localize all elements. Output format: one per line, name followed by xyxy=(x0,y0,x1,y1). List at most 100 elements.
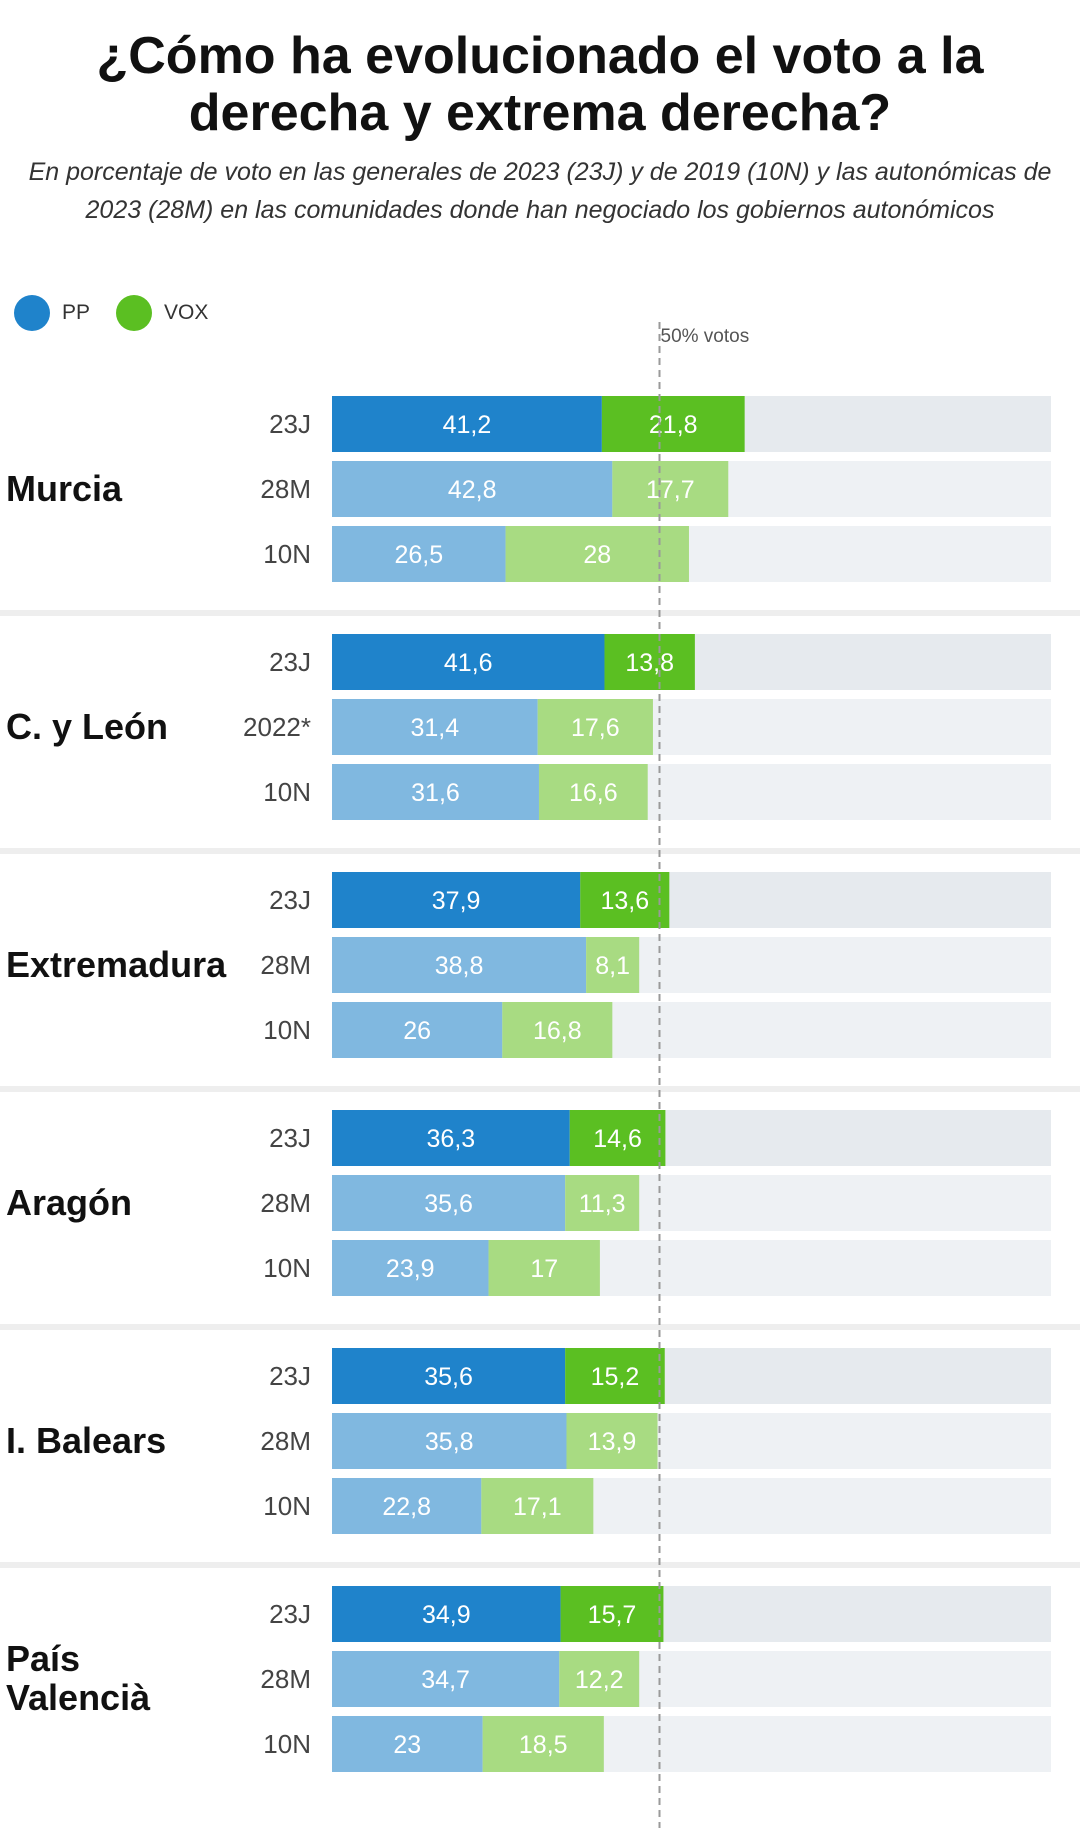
bar-value-pp: 31,6 xyxy=(411,779,460,807)
bar-value-vox: 17,7 xyxy=(646,476,695,504)
bar-vox xyxy=(560,1586,664,1642)
bar-value-pp: 38,8 xyxy=(435,952,484,980)
group-separator xyxy=(0,848,1080,854)
region-label: I. Balears xyxy=(6,1420,166,1461)
bar-value-vox: 15,7 xyxy=(588,1601,637,1629)
bar-value-pp: 37,9 xyxy=(432,887,481,915)
row-label: 23J xyxy=(269,647,311,677)
bar-vox xyxy=(481,1478,594,1534)
bar-value-vox: 8,1 xyxy=(595,952,630,980)
row-label: 28M xyxy=(260,950,311,980)
bar-value-pp: 26,5 xyxy=(394,541,443,569)
row-label: 23J xyxy=(269,1361,311,1391)
bar-value-vox: 18,5 xyxy=(519,1731,568,1759)
bar-vox xyxy=(482,1716,604,1772)
row-label: 28M xyxy=(260,474,311,504)
bar-value-pp: 22,8 xyxy=(382,1493,431,1521)
region-label: Aragón xyxy=(6,1182,132,1223)
bar-value-vox: 21,8 xyxy=(649,411,698,439)
bar-value-pp: 23,9 xyxy=(386,1255,435,1283)
bar-value-pp: 42,8 xyxy=(448,476,497,504)
row-label: 23J xyxy=(269,1599,311,1629)
region-label: Murcia xyxy=(6,468,123,509)
row-label: 10N xyxy=(263,1729,311,1759)
chart-title: ¿Cómo ha evolucionado el voto a la derec… xyxy=(96,27,984,142)
bar-value-vox: 28 xyxy=(583,541,611,569)
bar-pp xyxy=(332,872,581,928)
bar-value-vox: 12,2 xyxy=(575,1666,624,1694)
bar-value-pp: 26 xyxy=(403,1017,431,1045)
row-label: 10N xyxy=(263,1253,311,1283)
legend-swatch-pp xyxy=(14,295,50,331)
bar-vox xyxy=(612,461,729,517)
bar-pp xyxy=(332,1716,483,1772)
bar-value-vox: 17,1 xyxy=(513,1493,562,1521)
row-label: 28M xyxy=(260,1188,311,1218)
legend-label-vox: VOX xyxy=(164,301,209,324)
row-label: 2022* xyxy=(243,712,311,742)
bar-pp xyxy=(332,396,602,452)
bar-pp xyxy=(332,1348,566,1404)
region-label: Extremadura xyxy=(6,944,227,985)
bar-value-pp: 34,7 xyxy=(421,1666,470,1694)
bar-value-pp: 36,3 xyxy=(427,1125,476,1153)
legend-item-vox: VOX xyxy=(116,295,208,331)
bar-value-pp: 35,8 xyxy=(425,1428,474,1456)
bar-vox xyxy=(565,1175,640,1231)
bar-value-pp: 41,6 xyxy=(444,649,493,677)
region-label: C. y León xyxy=(6,706,168,747)
group-separator xyxy=(0,1324,1080,1330)
row-label: 28M xyxy=(260,1426,311,1456)
row-label: 10N xyxy=(263,777,311,807)
bar-value-vox: 11,3 xyxy=(579,1190,626,1218)
region-label: País Valencià xyxy=(6,1638,151,1718)
group-separator xyxy=(0,1562,1080,1568)
legend-item-pp: PP xyxy=(14,295,90,331)
bar-pp xyxy=(332,1651,560,1707)
row-label: 10N xyxy=(263,1015,311,1045)
bar-pp xyxy=(332,1175,566,1231)
bar-pp xyxy=(332,634,605,690)
bar-vox xyxy=(601,396,745,452)
bar-value-vox: 14,6 xyxy=(593,1125,642,1153)
chart-subtitle: En porcentaje de voto en las generales d… xyxy=(28,158,1052,224)
bar-vox xyxy=(502,1002,613,1058)
bar-pp xyxy=(332,1240,489,1296)
bar-pp xyxy=(332,699,538,755)
bar-vox xyxy=(569,1110,666,1166)
bar-value-vox: 13,9 xyxy=(588,1428,637,1456)
bar-vox xyxy=(586,937,640,993)
bar-value-vox: 13,8 xyxy=(625,649,674,677)
bar-vox xyxy=(604,634,695,690)
bar-value-vox: 17,6 xyxy=(571,714,620,742)
reference-line-label: 50% votos xyxy=(661,326,750,347)
bar-vox xyxy=(505,526,689,582)
bar-pp xyxy=(332,1478,482,1534)
bar-value-vox: 15,2 xyxy=(591,1363,640,1391)
bar-vox xyxy=(538,764,648,820)
bar-pp xyxy=(332,937,587,993)
bar-value-vox: 17 xyxy=(530,1255,558,1283)
row-label: 28M xyxy=(260,1664,311,1694)
bar-value-pp: 35,6 xyxy=(424,1363,473,1391)
legend-label-pp: PP xyxy=(62,301,91,324)
bar-pp xyxy=(332,1586,561,1642)
bar-vox xyxy=(565,1348,665,1404)
bar-pp xyxy=(332,526,506,582)
bar-pp xyxy=(332,1413,567,1469)
bar-pp xyxy=(332,1110,570,1166)
row-label: 10N xyxy=(263,1491,311,1521)
bar-value-pp: 35,6 xyxy=(424,1190,473,1218)
row-label: 10N xyxy=(263,539,311,569)
row-label: 23J xyxy=(269,885,311,915)
bar-value-vox: 13,6 xyxy=(600,887,649,915)
bar-value-pp: 41,2 xyxy=(443,411,492,439)
row-label: 23J xyxy=(269,409,311,439)
bar-pp xyxy=(332,1002,503,1058)
bar-vox xyxy=(537,699,653,755)
group-separator xyxy=(0,610,1080,616)
bar-vox xyxy=(559,1651,640,1707)
row-label: 23J xyxy=(269,1123,311,1153)
bar-vox xyxy=(488,1240,600,1296)
